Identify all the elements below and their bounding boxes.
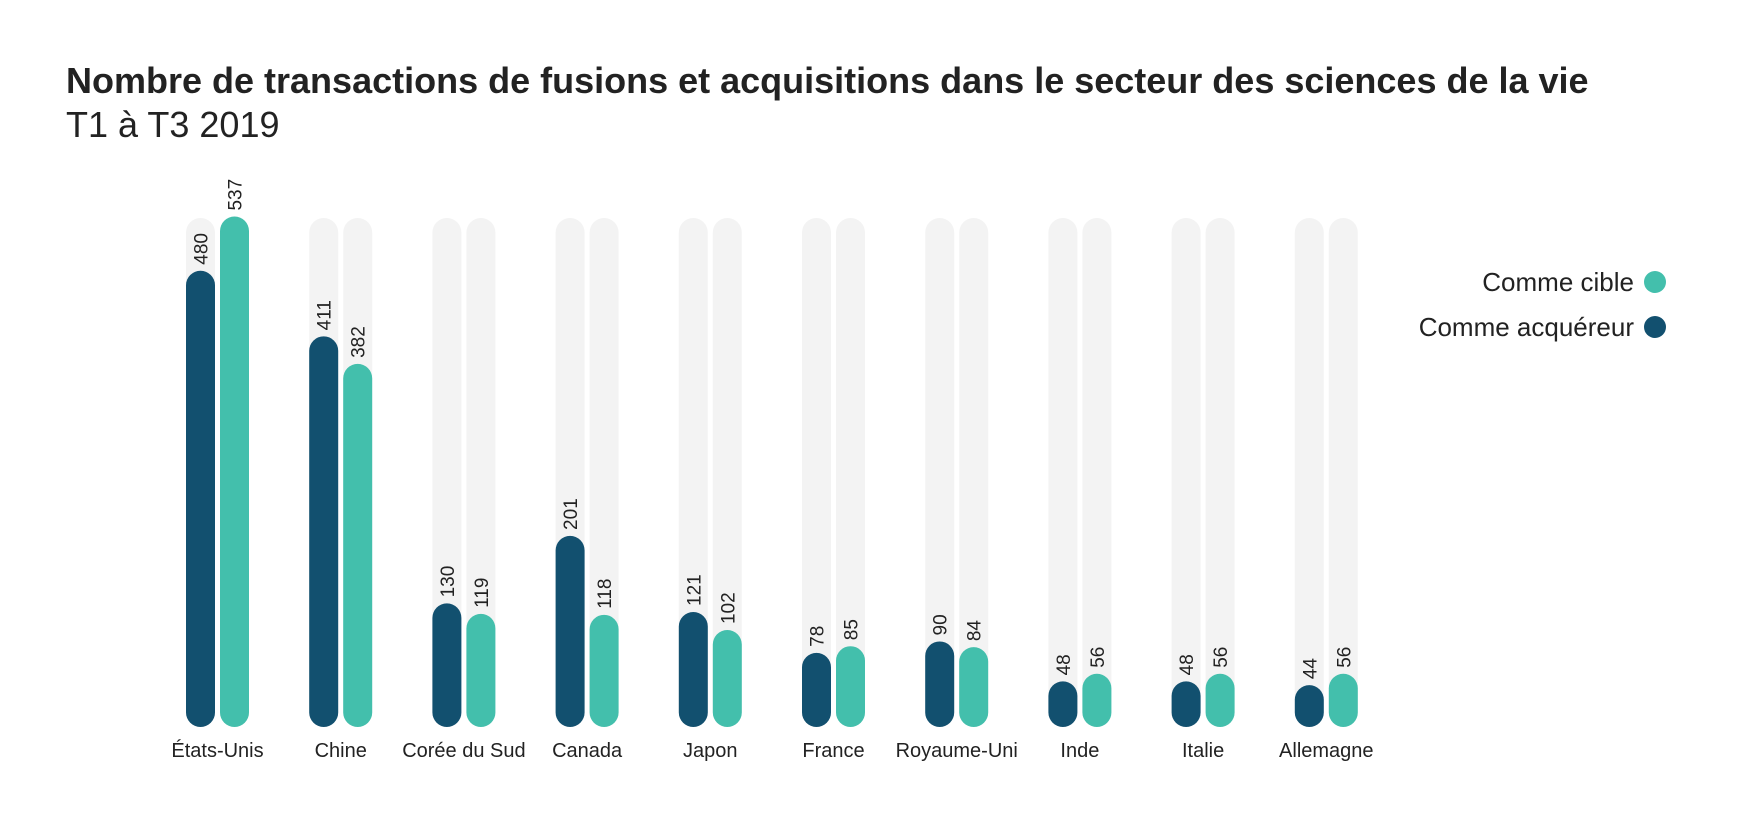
bar-track — [589, 218, 619, 727]
bar-acquereur — [1171, 681, 1201, 727]
bar-acquereur — [1294, 685, 1324, 727]
legend-swatch — [1644, 271, 1666, 293]
bar-acquereur — [678, 611, 708, 727]
x-tick-label: Chine — [315, 740, 367, 762]
bar-track — [712, 218, 742, 727]
bar-acquereur — [309, 336, 339, 727]
bar-track — [959, 218, 989, 727]
data-label: 48 — [1177, 654, 1198, 675]
data-label: 121 — [684, 574, 705, 606]
data-label: 48 — [1054, 654, 1075, 675]
bar-cible — [589, 614, 619, 727]
bar-cible — [220, 216, 249, 727]
data-label: 537 — [226, 179, 247, 211]
bar-acquereur — [802, 652, 831, 727]
data-label: 56 — [1211, 647, 1232, 668]
x-tick-label: Allemagne — [1279, 740, 1374, 762]
bar-track — [836, 218, 865, 727]
bar-track — [1328, 218, 1358, 727]
chart-subtitle: T1 à T3 2019 — [66, 104, 280, 145]
legend-label: Comme cible — [1482, 267, 1634, 297]
bar-track — [1082, 218, 1112, 727]
data-label: 382 — [349, 326, 370, 358]
legend-swatch — [1644, 316, 1666, 338]
bar-acquereur — [555, 535, 585, 727]
data-label: 102 — [718, 592, 739, 624]
x-tick-label: Corée du Sud — [402, 740, 525, 762]
x-tick-label: France — [802, 740, 864, 762]
data-label: 78 — [808, 626, 829, 647]
bar-track — [466, 218, 496, 727]
legend: Comme cible Comme acquéreur — [1419, 267, 1666, 342]
data-label: 44 — [1300, 658, 1321, 680]
x-tick-label: États-Unis — [171, 739, 263, 762]
bar-cible — [1205, 673, 1235, 727]
x-tick-label: Japon — [683, 740, 738, 762]
chart-title: Nombre de transactions de fusions et acq… — [66, 60, 1589, 101]
bars — [186, 216, 1358, 727]
data-label: 130 — [438, 566, 459, 598]
data-label: 480 — [192, 233, 213, 265]
x-tick-label: Italie — [1182, 740, 1224, 762]
bar-track — [1294, 218, 1324, 727]
bar-acquereur — [1048, 681, 1078, 727]
bar-track — [925, 218, 955, 727]
bar-track — [432, 218, 462, 727]
data-label: 56 — [1088, 647, 1109, 668]
bar-acquereur — [925, 641, 955, 727]
data-label: 90 — [931, 614, 952, 635]
data-label: 85 — [842, 619, 863, 640]
data-label: 119 — [472, 578, 493, 608]
data-label: 84 — [965, 620, 986, 642]
bar-cible — [836, 646, 865, 727]
x-tick-label: Royaume-Uni — [896, 740, 1018, 762]
legend-label: Comme acquéreur — [1419, 312, 1635, 342]
data-label: 118 — [595, 579, 616, 609]
bar-track — [1171, 218, 1201, 727]
value-labels: 480 537 411 382 130 119 201 118 121 102 78 85 90 84 48… — [192, 179, 1356, 679]
bar-track — [1205, 218, 1235, 727]
bar-cible — [1082, 673, 1112, 727]
bar-track — [1048, 218, 1078, 727]
bar-cible — [343, 363, 373, 727]
bar-cible — [1328, 673, 1358, 727]
data-label: 411 — [315, 300, 336, 330]
bar-acquereur — [186, 270, 215, 727]
bar-track — [802, 218, 831, 727]
bar-track — [678, 218, 708, 727]
bar-cible — [959, 647, 989, 727]
category-labels: États-Unis Chine Corée du Sud Canada Japon Fr… — [171, 739, 1373, 762]
bar-cible — [712, 630, 742, 727]
data-label: 56 — [1334, 647, 1355, 668]
x-tick-label: Inde — [1060, 740, 1099, 762]
data-label: 201 — [561, 498, 582, 530]
bar-cible — [466, 613, 496, 727]
bar-acquereur — [432, 603, 462, 727]
x-tick-label: Canada — [552, 740, 623, 762]
